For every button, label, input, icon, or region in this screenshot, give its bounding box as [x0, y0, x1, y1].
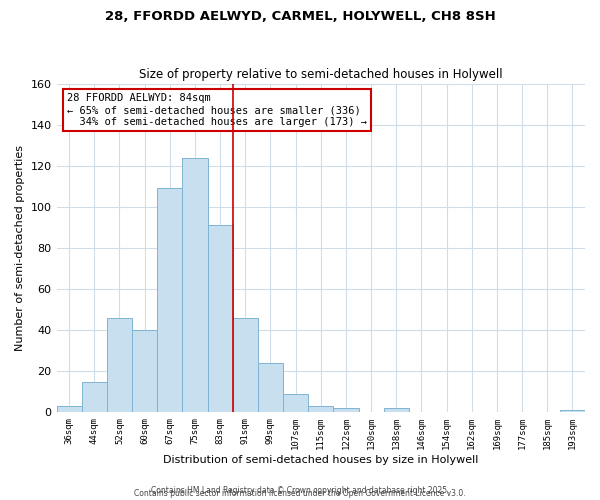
Bar [334, 408, 359, 412]
Text: 28, FFORDD AELWYD, CARMEL, HOLYWELL, CH8 8SH: 28, FFORDD AELWYD, CARMEL, HOLYWELL, CH8… [104, 10, 496, 23]
Bar [157, 188, 182, 412]
Text: 28 FFORDD AELWYD: 84sqm
← 65% of semi-detached houses are smaller (336)
  34% of: 28 FFORDD AELWYD: 84sqm ← 65% of semi-de… [67, 94, 367, 126]
Bar [107, 318, 132, 412]
X-axis label: Distribution of semi-detached houses by size in Holywell: Distribution of semi-detached houses by … [163, 455, 478, 465]
Text: Contains HM Land Registry data © Crown copyright and database right 2025.: Contains HM Land Registry data © Crown c… [151, 486, 449, 495]
Bar [208, 226, 233, 412]
Bar [283, 394, 308, 412]
Bar [82, 382, 107, 412]
Text: Contains public sector information licensed under the Open Government Licence v3: Contains public sector information licen… [134, 488, 466, 498]
Title: Size of property relative to semi-detached houses in Holywell: Size of property relative to semi-detach… [139, 68, 503, 81]
Bar [383, 408, 409, 412]
Bar [56, 406, 82, 412]
Bar [258, 363, 283, 412]
Y-axis label: Number of semi-detached properties: Number of semi-detached properties [15, 145, 25, 351]
Bar [233, 318, 258, 412]
Bar [308, 406, 334, 412]
Bar [560, 410, 585, 412]
Bar [132, 330, 157, 412]
Bar [182, 158, 208, 412]
